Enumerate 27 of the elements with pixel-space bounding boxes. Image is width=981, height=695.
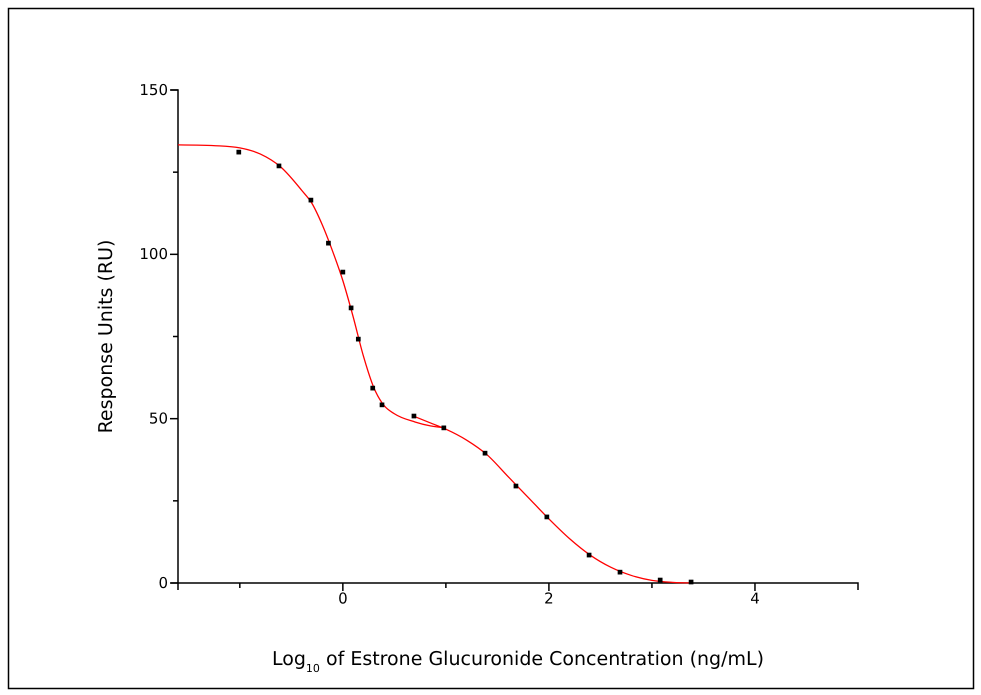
point [441, 426, 446, 430]
point [276, 164, 282, 168]
y-tick-label: 0 [158, 574, 168, 592]
x-axis-title: Log$_{10}$ of Estrone Glucuronide Concentration (ng/mL) [272, 648, 764, 674]
point [380, 402, 384, 408]
point [326, 240, 331, 246]
y-tick-label: 150 [139, 80, 168, 99]
y-tick-label: 100 [139, 245, 168, 264]
point [482, 450, 488, 456]
point [544, 514, 550, 520]
point [348, 306, 354, 310]
point [308, 198, 314, 202]
x-tick-label: 0 [338, 590, 348, 608]
point [618, 570, 622, 574]
point [688, 580, 694, 584]
y-axis-title: Response Units (RU) [95, 240, 117, 434]
point [370, 386, 376, 390]
x-tick-label: 2 [544, 590, 554, 608]
point [412, 414, 416, 418]
point [236, 150, 242, 154]
point [340, 270, 346, 274]
point [658, 578, 663, 582]
point [356, 336, 361, 342]
point [514, 484, 518, 488]
y-tick-label: 50 [148, 409, 168, 428]
x-tick-label: 4 [750, 590, 760, 608]
point [586, 552, 592, 558]
